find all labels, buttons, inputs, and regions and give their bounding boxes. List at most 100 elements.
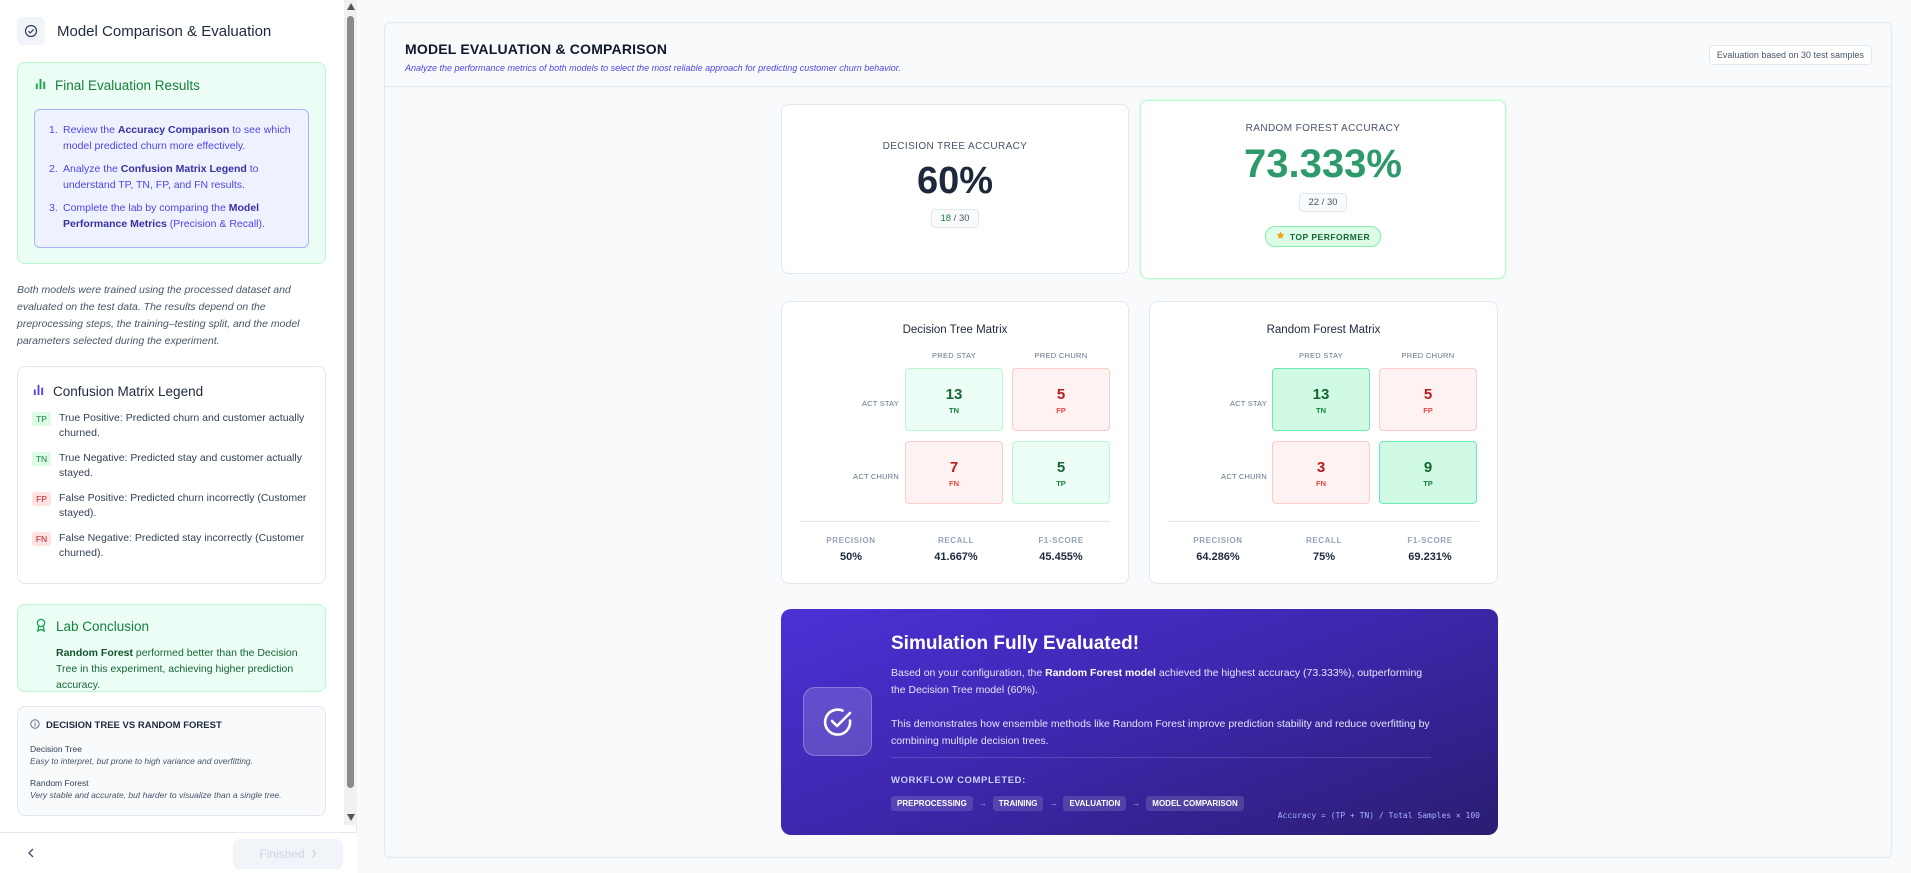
star-icon	[1276, 231, 1285, 242]
workflow-steps: PREPROCESSING → TRAINING → EVALUATION → …	[891, 796, 1244, 811]
dt-f1-metric: F1-SCORE 45.455%	[1011, 536, 1111, 563]
legend-item-fn: FN False Negative: Predicted stay incorre…	[32, 531, 311, 561]
dt-accuracy-value: 60%	[916, 160, 994, 202]
recall-value: 75%	[1312, 551, 1336, 563]
scrollbar-thumb[interactable]	[347, 16, 354, 788]
fraction-separator: /	[953, 213, 957, 224]
tp-value: 5	[1056, 459, 1066, 476]
bar-chart-icon	[34, 77, 47, 93]
act-stay-label: ACT STAY	[1229, 399, 1267, 408]
dt-description: Easy to interpret, but prone to high var…	[30, 756, 254, 766]
main-header: MODEL EVALUATION & COMPARISON Analyze th…	[385, 23, 1891, 87]
arrow-right-icon: →	[1049, 799, 1058, 808]
step-text: Complete the lab by comparing the	[63, 202, 229, 214]
workflow-step-pill: PREPROCESSING	[891, 796, 973, 811]
conclusion-body: performed better than the Decision Tree …	[56, 647, 298, 691]
top-performer-badge: TOP PERFORMER	[1264, 226, 1382, 247]
conclusion-title: Lab Conclusion	[56, 619, 150, 634]
dt-matrix-title: Decision Tree Matrix	[902, 324, 1008, 336]
simulation-title: Simulation Fully Evaluated!	[891, 633, 1140, 654]
workflow-step-pill: TRAINING	[992, 796, 1044, 811]
act-stay-label: ACT STAY	[861, 399, 899, 408]
rf-accuracy-value: 73.333%	[1244, 142, 1402, 186]
finished-button[interactable]: Finished	[233, 839, 343, 869]
step-number: 1.	[49, 124, 58, 136]
legend-text: True Negative: Predicted stay and custom…	[59, 452, 302, 479]
scroll-down-arrow-icon[interactable]	[347, 814, 355, 821]
rf-f1-metric: F1-SCORE 69.231%	[1380, 536, 1480, 563]
final-evaluation-heading: Final Evaluation Results	[34, 77, 309, 93]
step-text: Analyze the	[63, 163, 121, 175]
fn-badge: FN	[32, 532, 51, 546]
dt-matrix-card: Decision Tree Matrix PRED STAY PRED CHUR…	[781, 301, 1129, 584]
f1-value: 45.455%	[1039, 551, 1083, 563]
dt-accuracy-card: DECISION TREE ACCURACY 60% 18 / 30	[781, 104, 1129, 274]
fn-value: 3	[1316, 459, 1326, 476]
tp-tag: TP	[1056, 479, 1066, 488]
tp-tag: TP	[1423, 479, 1433, 488]
tn-value: 13	[945, 386, 963, 403]
precision-value: 64.286%	[1196, 551, 1240, 563]
tn-badge: TN	[32, 452, 51, 466]
step-text: to see which model predicted churn more …	[63, 124, 291, 152]
top-performer-label: TOP PERFORMER	[1289, 231, 1371, 242]
fraction-separator: /	[1321, 197, 1325, 208]
step-text: (Precision & Recall).	[166, 218, 265, 230]
workflow-step-pill: EVALUATION	[1063, 796, 1127, 811]
info-icon	[30, 719, 40, 732]
rf-precision-metric: PRECISION 64.286%	[1168, 536, 1268, 563]
rf-recall-metric: RECALL 75%	[1274, 536, 1374, 563]
rf-correct-fraction: 22 / 30	[1299, 193, 1347, 212]
pred-churn-label: PRED CHURN	[1034, 351, 1088, 360]
arrow-right-icon: →	[1132, 799, 1141, 808]
sidebar-header: Model Comparison & Evaluation	[17, 0, 326, 62]
pred-stay-label: PRED STAY	[1298, 351, 1344, 360]
workflow-label: WORKFLOW COMPLETED:	[891, 775, 1026, 786]
scroll-up-arrow-icon[interactable]	[347, 3, 355, 10]
legend-title: Confusion Matrix Legend	[53, 383, 204, 399]
fn-value: 7	[949, 459, 959, 476]
award-icon	[34, 618, 48, 635]
dt-fp-cell: 5 FP	[1012, 368, 1110, 431]
dt-tp-cell: 5 TP	[1012, 441, 1110, 504]
matrix-divider	[800, 521, 1110, 522]
result-text: Based on your configuration, the	[891, 667, 1046, 679]
matrix-divider	[1168, 521, 1479, 522]
legend-item-fp: FP False Positive: Predicted churn incorr…	[32, 491, 311, 521]
rf-correct-count: 22	[1308, 197, 1320, 208]
rf-total-count: 30	[1326, 197, 1338, 208]
f1-label: F1-SCORE	[1038, 536, 1084, 545]
f1-value: 69.231%	[1408, 551, 1452, 563]
legend-heading: Confusion Matrix Legend	[32, 383, 311, 399]
pred-stay-label: PRED STAY	[931, 351, 977, 360]
lab-conclusion-card: Lab Conclusion Random Forest performed b…	[17, 604, 326, 692]
step-item: 3. Complete the lab by comparing the Mode…	[49, 200, 296, 232]
simulation-ensemble-text: This demonstrates how ensemble methods l…	[891, 718, 1430, 747]
pred-churn-label: PRED CHURN	[1401, 351, 1455, 360]
act-churn-label: ACT CHURN	[1221, 472, 1267, 481]
legend-item-tn: TN True Negative: Predicted stay and cust…	[32, 451, 311, 481]
final-evaluation-card: Final Evaluation Results 1. Review the Ac…	[17, 62, 326, 264]
vs-title: DECISION TREE VS RANDOM FOREST	[46, 720, 222, 731]
back-button[interactable]	[22, 843, 40, 863]
dt-precision-metric: PRECISION 50%	[801, 536, 901, 563]
tn-tag: TN	[949, 406, 959, 415]
precision-value: 50%	[839, 551, 863, 563]
finished-label: Finished	[259, 847, 305, 861]
arrow-right-icon: →	[978, 799, 987, 808]
step-item: 2. Analyze the Confusion Matrix Legend to…	[49, 161, 296, 193]
tp-badge: TP	[32, 412, 51, 426]
fp-value: 5	[1423, 386, 1433, 403]
rf-description: Very stable and accurate, but harder to …	[30, 790, 282, 800]
rf-tp-cell: 9 TP	[1379, 441, 1477, 504]
dt-total-count: 30	[958, 213, 970, 224]
step-text: to understand TP, TN, FP, and FN results…	[63, 163, 259, 191]
dt-correct-fraction: 18 / 30	[931, 209, 979, 228]
fp-value: 5	[1056, 386, 1066, 403]
rf-matrix-card: Random Forest Matrix PRED STAY PRED CHUR…	[1149, 301, 1498, 584]
bar-chart-icon	[32, 383, 45, 399]
sidebar-scroll-area[interactable]: Model Comparison & Evaluation Final Eval…	[0, 0, 343, 825]
tp-value: 9	[1423, 459, 1433, 476]
sidebar-title: Model Comparison & Evaluation	[57, 22, 272, 40]
sidebar-scrollbar[interactable]	[344, 0, 357, 825]
